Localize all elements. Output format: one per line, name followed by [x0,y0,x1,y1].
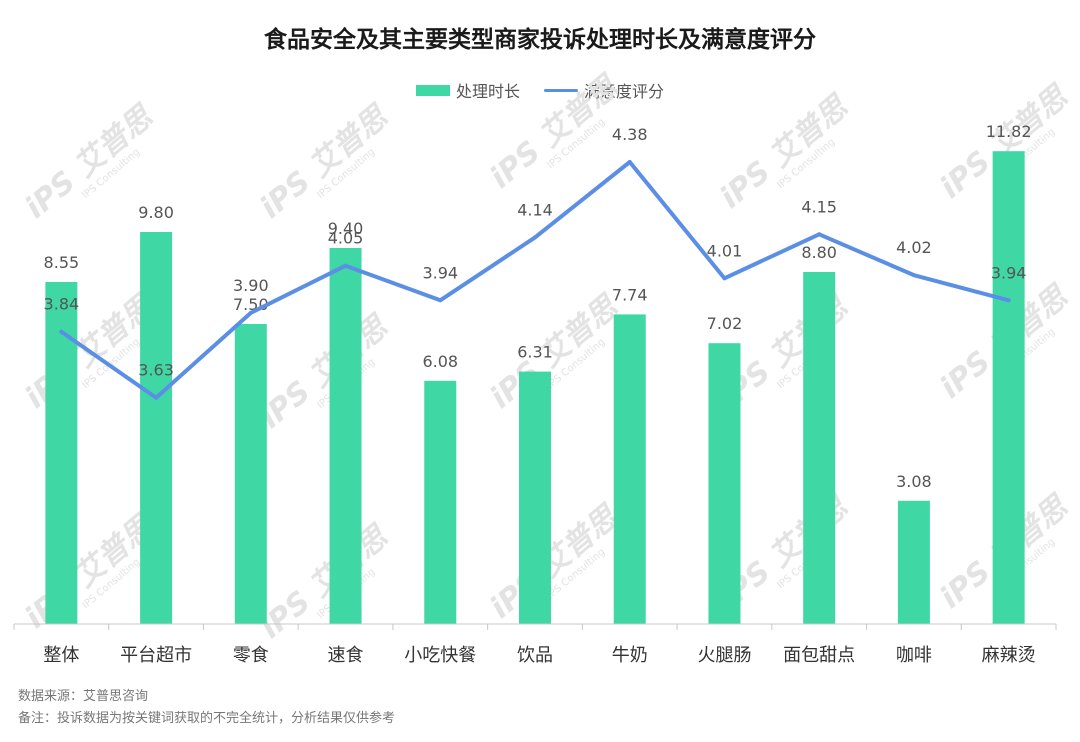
watermark-logo: iPS 艾普思 [484,68,627,196]
watermark-logo: iPS 艾普思 [484,498,627,626]
x-tick-label: 饮品 [517,645,553,666]
line-value-label: 3.94 [422,263,458,282]
line-point [438,298,442,302]
bar [235,324,267,624]
remark-line: 备注：投诉数据为按关键词获取的不完全统计，分析结果仅供参考 [18,708,395,730]
bar [614,314,646,624]
bar [140,232,172,624]
watermark-logo: iPS 艾普思 [484,288,627,416]
line-value-label: 4.15 [801,197,837,216]
line-point [1007,298,1011,302]
bar-value-label: 7.74 [612,285,648,304]
line-value-label: 4.02 [896,238,932,257]
watermark-logo: iPS 艾普思 [254,308,397,436]
x-tick-label: 咖啡 [896,645,932,666]
bar [993,151,1025,624]
watermark-logo: iPS 艾普思 [254,518,397,646]
bar-value-label: 8.80 [801,243,837,262]
bar [330,248,362,624]
line-point [59,330,63,334]
x-tick-label: 整体 [43,645,79,666]
line-point [912,273,916,277]
line-value-label: 3.63 [138,361,174,380]
bar [803,272,835,624]
bar-value-label: 6.08 [422,352,458,371]
line-value-label: 4.01 [707,241,743,260]
source-note: 数据来源：艾普思咨询 备注：投诉数据为按关键词获取的不完全统计，分析结果仅供参考 [18,686,395,730]
x-tick-label: 零食 [233,645,269,666]
line-value-label: 4.38 [612,125,648,144]
line-value-label: 4.14 [517,200,553,219]
line-point [249,311,253,315]
x-tick-label: 面包甜点 [783,645,855,666]
source-line: 数据来源：艾普思咨询 [18,686,395,708]
x-tick-label: 速食 [328,645,364,666]
x-tick-label: 平台超市 [120,645,192,666]
line-point [344,264,348,268]
line-point [722,276,726,280]
line-value-label: 3.94 [991,263,1027,282]
bar [519,372,551,624]
bar-value-label: 6.31 [517,343,553,362]
bar-value-label: 11.82 [986,122,1032,141]
x-tick-label: 牛奶 [612,645,648,666]
bar-value-label: 7.02 [707,314,743,333]
x-tick-label: 火腿肠 [697,645,751,666]
bar [708,343,740,624]
line-value-label: 3.84 [44,295,80,314]
line-value-label: 3.90 [233,276,269,295]
bar-value-label: 8.55 [44,253,80,272]
line-point [817,232,821,236]
bar [424,381,456,624]
line-point [628,160,632,164]
line-point [154,396,158,400]
line-value-label: 4.05 [328,229,364,248]
x-tick-label: 麻辣烫 [982,645,1036,666]
bar-value-label: 3.08 [896,472,932,491]
bar-value-label: 9.80 [138,203,174,222]
x-tick-label: 小吃快餐 [404,645,476,666]
watermark-logo: iPS 艾普思 [254,98,397,226]
bar [898,501,930,624]
line-point [533,235,537,239]
